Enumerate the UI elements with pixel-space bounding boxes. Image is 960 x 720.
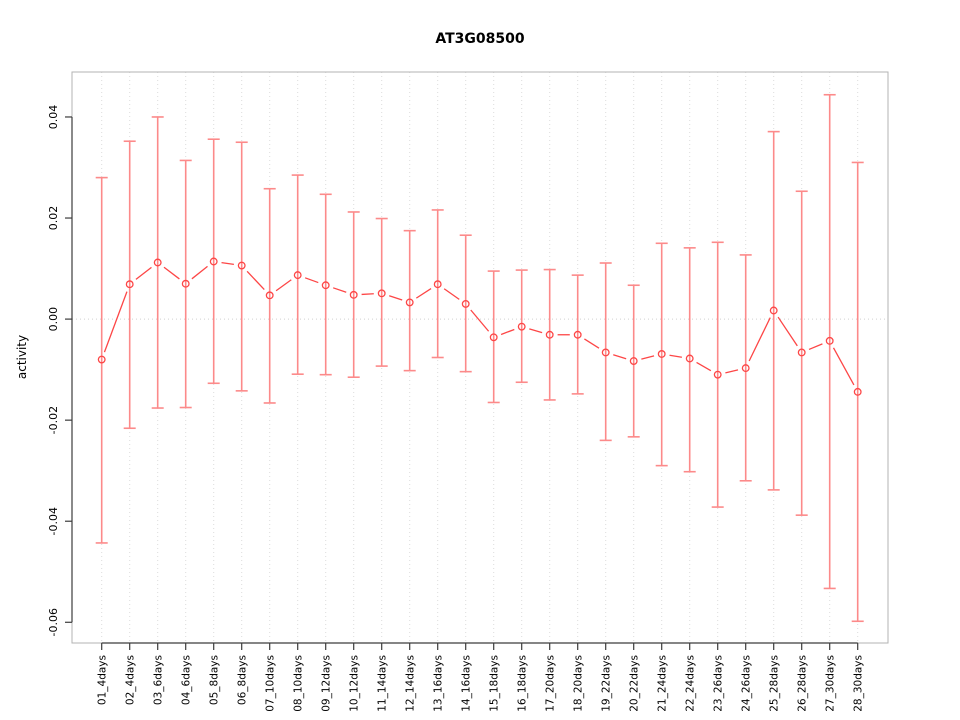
data-point (377, 289, 386, 298)
x-tick-label: 08_10days (293, 655, 305, 712)
y-tick-label: 0.02 (47, 206, 60, 231)
y-tick-label: 0.00 (47, 307, 60, 332)
data-point (237, 261, 246, 270)
plot-box (71, 71, 889, 644)
series-segment (613, 354, 627, 360)
x-tick-label: 13_16days (433, 655, 445, 712)
data-point (181, 279, 190, 288)
data-point (685, 354, 694, 363)
series-segment (415, 287, 432, 299)
series-segment (725, 369, 739, 374)
data-point (321, 281, 330, 290)
data-point (601, 348, 610, 357)
data-point (349, 290, 358, 299)
data-point (433, 280, 442, 289)
data-point (209, 257, 218, 266)
series-segment (389, 295, 403, 301)
series-line-group (103, 261, 855, 386)
data-point (545, 330, 554, 339)
x-tick-label: 22_24days (685, 655, 697, 712)
series-segment (748, 317, 771, 362)
x-tick-label: 26_28days (797, 655, 809, 712)
data-point (265, 291, 274, 300)
x-tick-label: 03_6days (153, 655, 165, 705)
data-point (657, 350, 666, 358)
data-point (713, 370, 722, 379)
x-tick-label: 10_12days (349, 655, 361, 712)
data-point (517, 322, 526, 331)
series-segment (696, 361, 712, 372)
series-segment (500, 328, 515, 336)
tick-labels-group: -0.06 -0.04 -0.02 0.00 0.02 0.04 01_4days 02_4d… (47, 105, 865, 712)
data-point (97, 355, 106, 364)
gridlines-group (101, 72, 859, 643)
error-bars-group (95, 93, 864, 623)
x-tick-label: 27_30days (825, 655, 837, 712)
x-tick-label: 15_18days (489, 655, 501, 712)
series-segment (443, 288, 460, 300)
series-segment (669, 354, 683, 358)
data-point (461, 299, 470, 308)
series-segment (332, 287, 347, 293)
y-tick-label: -0.02 (47, 406, 60, 434)
data-point (825, 336, 834, 345)
x-tick-label: 28_30days (853, 655, 865, 712)
series-segment (191, 265, 208, 280)
y-tick-label: -0.04 (47, 507, 60, 535)
series-segment (275, 279, 292, 292)
series-segment (135, 266, 152, 280)
series-segment (103, 291, 128, 353)
data-point (293, 271, 302, 280)
data-point (573, 330, 582, 339)
y-axis-label: activity (15, 334, 29, 380)
x-tick-label: 17_20days (545, 655, 557, 712)
data-point (125, 280, 134, 289)
y-tick-label: -0.06 (47, 608, 60, 636)
series-segment (641, 355, 655, 360)
data-point (629, 357, 638, 365)
x-tick-label: 23_26days (713, 655, 725, 712)
x-tick-label: 24_26days (741, 655, 753, 712)
series-segment (470, 309, 490, 332)
series-segment (304, 277, 319, 284)
series-segment (221, 261, 234, 266)
x-tick-label: 05_8days (209, 655, 221, 705)
series-segment (777, 316, 798, 347)
x-tick-label: 20_22days (629, 655, 641, 712)
x-tick-label: 04_6days (181, 655, 193, 705)
data-point (489, 333, 498, 342)
x-tick-label: 12_14days (405, 655, 417, 712)
series-segment (361, 293, 374, 296)
data-point (797, 348, 806, 357)
chart-title: AT3G08500 (435, 31, 525, 47)
x-tick-label: 25_28days (769, 655, 781, 712)
data-point (405, 298, 414, 307)
data-points-group (97, 257, 862, 396)
data-point (153, 258, 162, 267)
series-segment (832, 347, 855, 386)
x-tick-label: 21_24days (657, 655, 669, 712)
x-tick-label: 02_4days (125, 655, 137, 705)
series-segment (529, 328, 543, 334)
series-segment (163, 266, 180, 280)
x-tick-label: 18_20days (573, 655, 585, 712)
x-tick-label: 16_18days (517, 655, 529, 712)
x-tick-label: 01_4days (97, 655, 109, 705)
x-tick-label: 06_8days (237, 655, 249, 705)
x-tick-label: 14_16days (461, 655, 473, 712)
series-segment (808, 343, 823, 351)
x-tick-label: 07_10days (265, 655, 277, 712)
axes-group (65, 71, 889, 650)
series-segment (246, 270, 265, 291)
series-segment (584, 338, 600, 349)
x-tick-label: 11_14days (377, 655, 389, 712)
x-tick-label: 09_12days (321, 655, 333, 712)
data-point (769, 306, 778, 315)
data-point (741, 364, 750, 373)
data-point (853, 387, 862, 396)
x-tick-label: 19_22days (601, 655, 613, 712)
y-tick-label: 0.04 (47, 105, 60, 130)
